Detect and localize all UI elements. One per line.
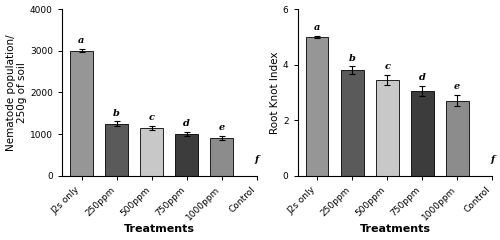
Bar (340, 70, 363, 176)
Text: c: c (384, 62, 390, 71)
X-axis label: Treatments: Treatments (124, 224, 195, 234)
Bar (306, 37, 328, 176)
Bar (105, 124, 128, 176)
Bar (176, 134, 198, 176)
Text: c: c (148, 113, 154, 122)
Y-axis label: Root Knot Index: Root Knot Index (270, 51, 280, 134)
Bar (70, 51, 93, 176)
Text: b: b (113, 109, 120, 118)
Text: a: a (78, 36, 84, 45)
Text: d: d (183, 120, 190, 128)
Text: b: b (348, 54, 356, 63)
Text: e: e (218, 123, 225, 132)
Text: d: d (419, 73, 426, 82)
X-axis label: Treatments: Treatments (360, 224, 430, 234)
Text: e: e (454, 83, 460, 91)
Bar (140, 128, 163, 176)
Bar (210, 138, 233, 176)
Text: a: a (314, 23, 320, 32)
Bar (411, 91, 434, 176)
Text: f: f (254, 155, 259, 164)
Bar (376, 80, 398, 176)
Text: f: f (490, 155, 494, 164)
Bar (446, 101, 468, 176)
Y-axis label: Nematode population/
250g of soil: Nematode population/ 250g of soil (6, 34, 27, 151)
